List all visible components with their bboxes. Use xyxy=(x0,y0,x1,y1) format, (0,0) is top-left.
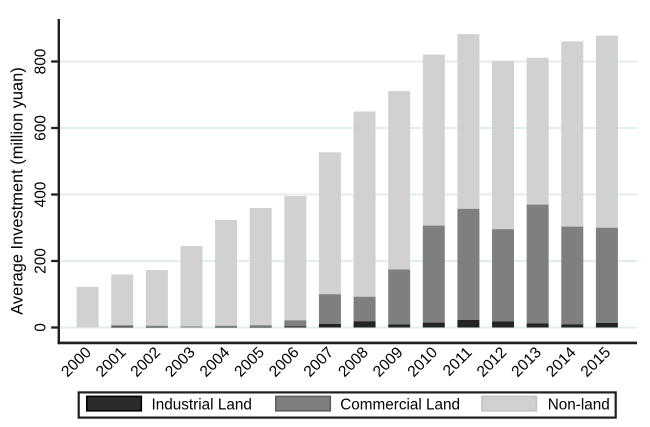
svg-text:Industrial Land: Industrial Land xyxy=(152,396,252,413)
svg-text:400: 400 xyxy=(32,182,49,208)
svg-text:200: 200 xyxy=(32,248,49,274)
svg-text:Average Investment (million yu: Average Investment (million yuan) xyxy=(9,67,27,315)
svg-text:Commercial Land: Commercial Land xyxy=(340,396,460,413)
svg-text:0: 0 xyxy=(32,323,49,332)
svg-text:600: 600 xyxy=(32,115,49,141)
svg-text:Non-land: Non-land xyxy=(548,396,610,413)
svg-text:800: 800 xyxy=(32,49,49,75)
